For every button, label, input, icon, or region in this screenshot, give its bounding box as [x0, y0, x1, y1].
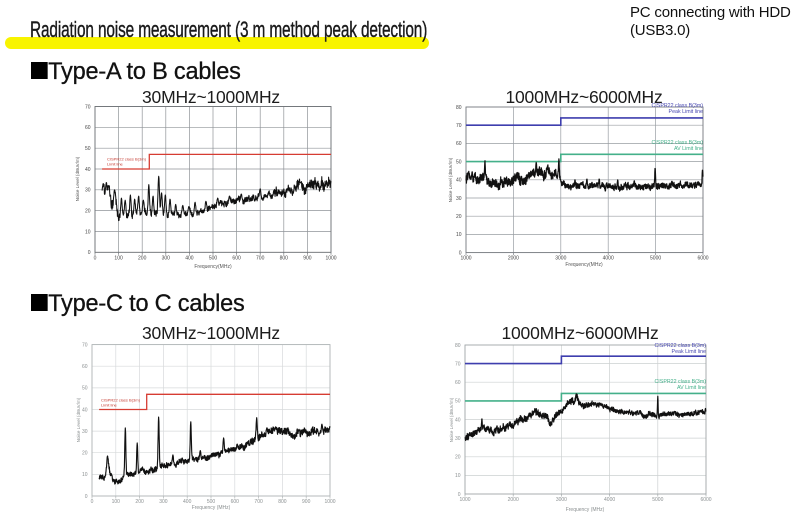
- svg-text:50: 50: [82, 386, 88, 392]
- svg-text:Noise Level (dBuV/m): Noise Level (dBuV/m): [449, 397, 454, 442]
- svg-text:600: 600: [232, 255, 241, 261]
- svg-text:5000: 5000: [650, 256, 661, 262]
- svg-text:60: 60: [85, 125, 91, 131]
- svg-text:3000: 3000: [555, 256, 566, 262]
- svg-text:700: 700: [256, 255, 265, 261]
- svg-text:AV Limit line: AV Limit line: [674, 146, 703, 152]
- svg-text:70: 70: [455, 361, 461, 367]
- svg-text:0: 0: [85, 494, 88, 500]
- svg-text:6000: 6000: [697, 256, 708, 262]
- svg-text:10: 10: [85, 229, 91, 235]
- svg-text:200: 200: [138, 255, 147, 261]
- svg-text:800: 800: [278, 499, 287, 505]
- svg-text:30MHz~1000MHz: 30MHz~1000MHz: [142, 323, 280, 343]
- svg-text:60: 60: [455, 380, 461, 386]
- svg-text:400: 400: [183, 499, 192, 505]
- svg-text:800: 800: [280, 255, 289, 261]
- svg-text:Frequency (MHz): Frequency (MHz): [566, 507, 605, 513]
- svg-text:1000: 1000: [324, 499, 335, 505]
- svg-text:2000: 2000: [508, 497, 519, 503]
- svg-text:Frequency(MHz): Frequency(MHz): [565, 262, 603, 268]
- svg-text:500: 500: [209, 255, 218, 261]
- svg-text:600: 600: [231, 499, 240, 505]
- svg-text:20: 20: [455, 455, 461, 461]
- svg-text:0: 0: [458, 492, 461, 498]
- svg-text:CISPR22 class B(3m): CISPR22 class B(3m): [654, 379, 706, 385]
- svg-text:50: 50: [85, 146, 91, 152]
- svg-text:80: 80: [456, 105, 462, 111]
- svg-text:Frequency(MHz): Frequency(MHz): [194, 264, 232, 270]
- svg-text:30: 30: [82, 429, 88, 435]
- svg-text:70: 70: [85, 104, 91, 110]
- svg-text:40: 40: [85, 167, 91, 173]
- svg-text:20: 20: [85, 208, 91, 214]
- svg-text:1000: 1000: [459, 497, 470, 503]
- svg-text:Peak Limit line: Peak Limit line: [672, 349, 706, 355]
- svg-text:Noise Level (dBuV/m): Noise Level (dBuV/m): [75, 156, 80, 201]
- svg-text:400: 400: [185, 255, 194, 261]
- svg-text:CISPR22 class B(3m): CISPR22 class B(3m): [654, 343, 706, 349]
- svg-text:2000: 2000: [508, 256, 519, 262]
- svg-text:4000: 4000: [604, 497, 615, 503]
- svg-text:Peak Limit line: Peak Limit line: [669, 109, 703, 115]
- svg-text:Frequency (MHz): Frequency (MHz): [192, 505, 231, 511]
- svg-text:50: 50: [456, 159, 462, 165]
- svg-text:0: 0: [94, 255, 97, 261]
- svg-text:10: 10: [82, 472, 88, 478]
- svg-text:60: 60: [456, 141, 462, 147]
- svg-text:70: 70: [82, 342, 88, 348]
- svg-text:1000MHz~6000MHz: 1000MHz~6000MHz: [505, 87, 662, 107]
- svg-text:0: 0: [91, 499, 94, 505]
- svg-text:CISPR22 class B(3m): CISPR22 class B(3m): [107, 157, 147, 162]
- svg-text:100: 100: [112, 499, 121, 505]
- svg-text:300: 300: [162, 255, 171, 261]
- svg-text:CISPR22 class B(3m): CISPR22 class B(3m): [651, 140, 703, 146]
- svg-text:4000: 4000: [603, 256, 614, 262]
- svg-text:10: 10: [456, 232, 462, 238]
- svg-text:1000MHz~6000MHz: 1000MHz~6000MHz: [501, 323, 658, 343]
- svg-text:80: 80: [455, 343, 461, 349]
- svg-text:200: 200: [135, 499, 144, 505]
- svg-text:50: 50: [455, 399, 461, 405]
- svg-text:0: 0: [88, 250, 91, 256]
- svg-text:900: 900: [303, 255, 312, 261]
- svg-text:30: 30: [455, 436, 461, 442]
- svg-text:1000: 1000: [325, 255, 336, 261]
- svg-text:40: 40: [456, 178, 462, 184]
- svg-text:5000: 5000: [652, 497, 663, 503]
- svg-text:Noise Level (dBuV/m): Noise Level (dBuV/m): [448, 157, 453, 202]
- svg-text:6000: 6000: [700, 497, 711, 503]
- svg-text:3000: 3000: [556, 497, 567, 503]
- svg-text:20: 20: [456, 214, 462, 220]
- svg-text:40: 40: [455, 417, 461, 423]
- svg-text:Limit line: Limit line: [107, 162, 124, 167]
- svg-text:20: 20: [82, 451, 88, 457]
- svg-text:500: 500: [207, 499, 216, 505]
- svg-text:100: 100: [114, 255, 123, 261]
- svg-text:40: 40: [82, 407, 88, 413]
- svg-text:60: 60: [82, 364, 88, 370]
- svg-text:CISPR22 class B(3m): CISPR22 class B(3m): [101, 398, 141, 403]
- svg-text:1000: 1000: [460, 256, 471, 262]
- svg-text:CISPR22 class B(3m): CISPR22 class B(3m): [651, 103, 703, 109]
- svg-text:70: 70: [456, 123, 462, 129]
- svg-text:AV Limit line: AV Limit line: [677, 385, 706, 391]
- svg-text:0: 0: [459, 250, 462, 256]
- svg-text:Limit line: Limit line: [101, 403, 118, 408]
- svg-text:30: 30: [85, 188, 91, 194]
- svg-text:900: 900: [302, 499, 311, 505]
- svg-text:300: 300: [159, 499, 168, 505]
- svg-text:10: 10: [455, 473, 461, 479]
- svg-text:700: 700: [254, 499, 263, 505]
- svg-text:30: 30: [456, 196, 462, 202]
- svg-text:Noise Level (dBuV/m): Noise Level (dBuV/m): [76, 397, 81, 442]
- svg-text:30MHz~1000MHz: 30MHz~1000MHz: [142, 87, 280, 107]
